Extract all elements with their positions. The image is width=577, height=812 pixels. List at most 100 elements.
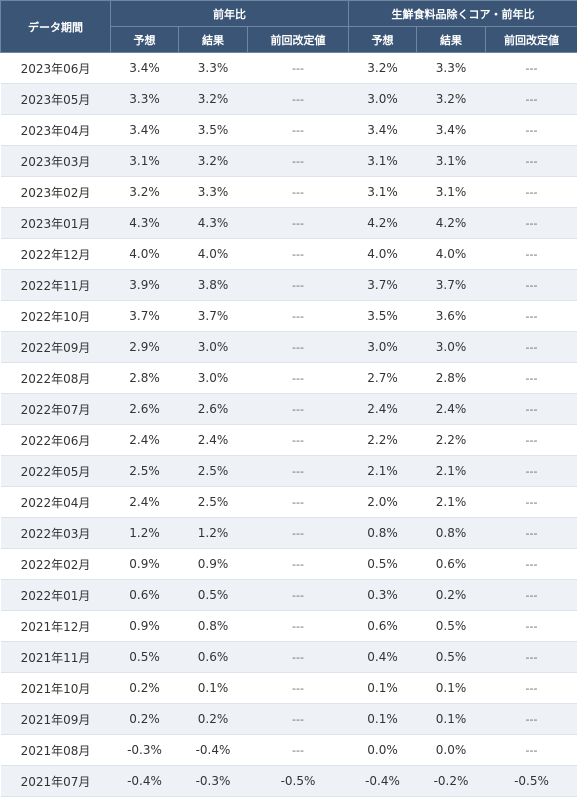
header-core-actual: 結果: [416, 26, 487, 53]
row-core-actual: 2.1%: [416, 486, 486, 518]
row-period: 2022年04月: [0, 486, 111, 518]
header-core-forecast: 予想: [348, 26, 418, 53]
row-core-previous-revised: ---: [485, 455, 577, 487]
row-core-previous-revised: ---: [485, 424, 577, 456]
header-yoy: 前年比: [109, 0, 350, 27]
table-body: 2023年06月 3.4% 3.3% --- 3.2% 3.3% --- 2023年05月 3.…: [0, 52, 577, 797]
row-actual: 3.3%: [178, 52, 248, 84]
row-actual: 0.1%: [178, 672, 248, 704]
row-core-previous-revised: ---: [485, 52, 577, 84]
row-core-forecast: 4.0%: [348, 238, 417, 270]
row-core-actual: 3.0%: [416, 331, 486, 363]
row-core-previous-revised: ---: [485, 672, 577, 704]
row-previous-revised: ---: [247, 52, 349, 84]
row-forecast: 3.7%: [110, 300, 179, 332]
row-forecast: 4.3%: [110, 207, 179, 239]
row-core-forecast: 3.4%: [348, 114, 417, 146]
row-core-actual: 0.1%: [416, 703, 486, 735]
row-forecast: 2.8%: [110, 362, 179, 394]
header-forecast: 予想: [110, 26, 179, 53]
row-core-actual: 3.3%: [416, 52, 486, 84]
row-period: 2021年08月: [0, 734, 111, 766]
row-core-actual: 0.1%: [416, 672, 486, 704]
row-forecast: 2.6%: [110, 393, 179, 425]
row-forecast: 3.4%: [110, 52, 179, 84]
row-period: 2023年01月: [0, 207, 111, 239]
row-period: 2022年01月: [0, 579, 111, 611]
row-period: 2022年03月: [0, 517, 111, 549]
row-core-actual: 4.2%: [416, 207, 486, 239]
row-actual: 3.3%: [178, 176, 248, 208]
row-forecast: 0.2%: [110, 672, 179, 704]
header-core-yoy: 生鮮食料品除くコア・前年比: [348, 0, 577, 27]
row-core-forecast: 2.4%: [348, 393, 417, 425]
row-previous-revised: ---: [247, 362, 349, 394]
table-row: 2021年10月 0.2% 0.1% --- 0.1% 0.1% ---: [0, 672, 577, 704]
row-core-previous-revised: ---: [485, 145, 577, 177]
row-actual: 2.5%: [178, 486, 248, 518]
row-forecast: 2.5%: [110, 455, 179, 487]
row-forecast: 3.3%: [110, 83, 179, 115]
table-row: 2022年01月 0.6% 0.5% --- 0.3% 0.2% ---: [0, 579, 577, 611]
row-forecast: 0.9%: [110, 610, 179, 642]
row-previous-revised: -0.5%: [247, 765, 349, 797]
row-core-actual: 0.5%: [416, 610, 486, 642]
row-core-previous-revised: ---: [485, 300, 577, 332]
row-core-actual: 4.0%: [416, 238, 486, 270]
table-row: 2022年10月 3.7% 3.7% --- 3.5% 3.6% ---: [0, 300, 577, 332]
row-core-forecast: 2.2%: [348, 424, 417, 456]
row-previous-revised: ---: [247, 83, 349, 115]
row-actual: 1.2%: [178, 517, 248, 549]
row-actual: 2.6%: [178, 393, 248, 425]
table-row: 2023年03月 3.1% 3.2% --- 3.1% 3.1% ---: [0, 145, 577, 177]
row-actual: 0.5%: [178, 579, 248, 611]
row-actual: 0.9%: [178, 548, 248, 580]
table-row: 2022年09月 2.9% 3.0% --- 3.0% 3.0% ---: [0, 331, 577, 363]
row-previous-revised: ---: [247, 486, 349, 518]
row-period: 2022年07月: [0, 393, 111, 425]
table-row: 2022年02月 0.9% 0.9% --- 0.5% 0.6% ---: [0, 548, 577, 580]
row-period: 2021年07月: [0, 765, 111, 797]
row-core-forecast: 3.2%: [348, 52, 417, 84]
row-period: 2022年05月: [0, 455, 111, 487]
header-actual: 結果: [178, 26, 248, 53]
row-core-actual: 0.0%: [416, 734, 486, 766]
row-forecast: 3.4%: [110, 114, 179, 146]
row-core-previous-revised: ---: [485, 393, 577, 425]
row-core-previous-revised: ---: [485, 238, 577, 270]
row-actual: 4.3%: [178, 207, 248, 239]
row-period: 2022年10月: [0, 300, 111, 332]
row-core-forecast: 0.3%: [348, 579, 417, 611]
row-core-previous-revised: ---: [485, 114, 577, 146]
row-forecast: -0.4%: [110, 765, 179, 797]
header-core-previous-revised: 前回改定値: [485, 26, 577, 53]
row-core-previous-revised: ---: [485, 734, 577, 766]
row-forecast: 0.5%: [110, 641, 179, 673]
table-row: 2023年02月 3.2% 3.3% --- 3.1% 3.1% ---: [0, 176, 577, 208]
row-period: 2022年12月: [0, 238, 111, 270]
row-period: 2022年08月: [0, 362, 111, 394]
row-core-forecast: 0.1%: [348, 703, 417, 735]
row-previous-revised: ---: [247, 207, 349, 239]
row-core-previous-revised: ---: [485, 641, 577, 673]
row-core-forecast: 4.2%: [348, 207, 417, 239]
table-row: 2022年08月 2.8% 3.0% --- 2.7% 2.8% ---: [0, 362, 577, 394]
row-period: 2021年09月: [0, 703, 111, 735]
row-core-previous-revised: ---: [485, 83, 577, 115]
row-actual: 0.8%: [178, 610, 248, 642]
row-core-previous-revised: ---: [485, 703, 577, 735]
table-row: 2022年07月 2.6% 2.6% --- 2.4% 2.4% ---: [0, 393, 577, 425]
row-period: 2022年02月: [0, 548, 111, 580]
row-core-forecast: 0.8%: [348, 517, 417, 549]
row-forecast: 4.0%: [110, 238, 179, 270]
row-previous-revised: ---: [247, 393, 349, 425]
row-forecast: -0.3%: [110, 734, 179, 766]
row-core-actual: 2.8%: [416, 362, 486, 394]
row-core-forecast: 0.1%: [348, 672, 417, 704]
header-previous-revised: 前回改定値: [246, 26, 350, 53]
table-row: 2022年12月 4.0% 4.0% --- 4.0% 4.0% ---: [0, 238, 577, 270]
table-row: 2022年03月 1.2% 1.2% --- 0.8% 0.8% ---: [0, 517, 577, 549]
row-previous-revised: ---: [247, 703, 349, 735]
table-row: 2021年11月 0.5% 0.6% --- 0.4% 0.5% ---: [0, 641, 577, 673]
